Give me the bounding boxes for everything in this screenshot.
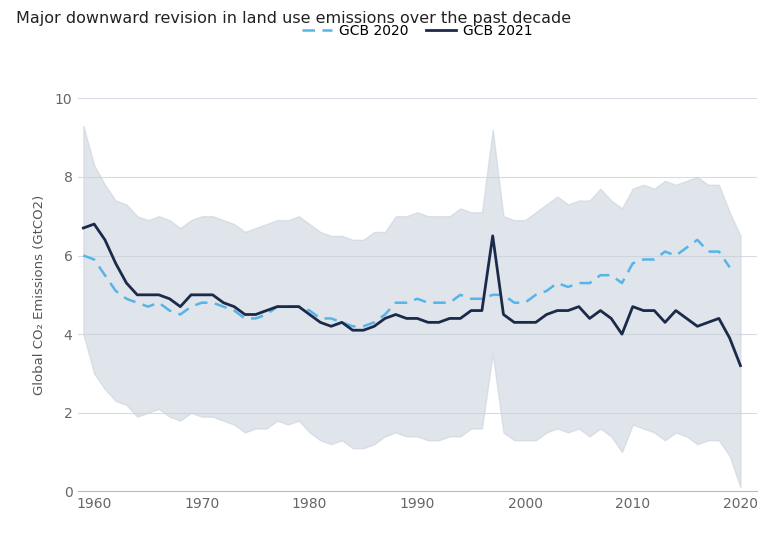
Y-axis label: Global CO₂ Emissions (GtCO2): Global CO₂ Emissions (GtCO2) (34, 195, 47, 395)
Legend: GCB 2020, GCB 2021: GCB 2020, GCB 2021 (296, 19, 538, 44)
Text: Major downward revision in land use emissions over the past decade: Major downward revision in land use emis… (16, 11, 571, 26)
